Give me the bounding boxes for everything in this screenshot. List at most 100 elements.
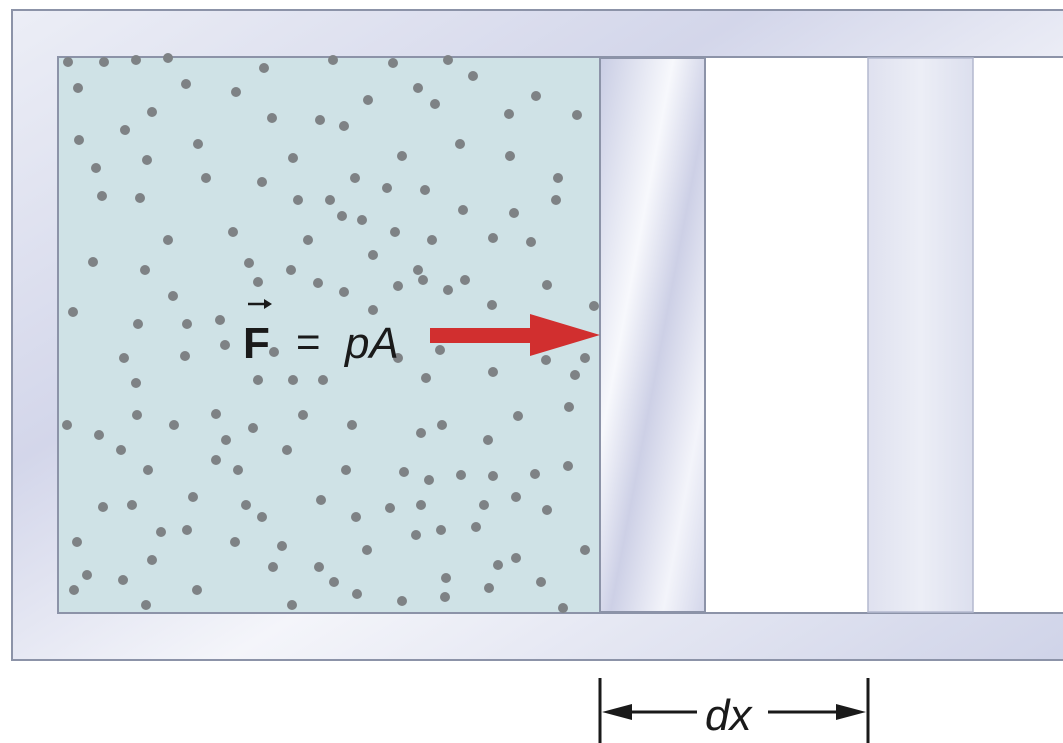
gas-molecule <box>580 545 590 555</box>
gas-molecule <box>314 562 324 572</box>
gas-molecule <box>531 91 541 101</box>
gas-molecule <box>133 319 143 329</box>
gas-molecule <box>131 378 141 388</box>
gas-molecule <box>511 553 521 563</box>
gas-molecule <box>215 315 225 325</box>
gas-molecule <box>511 492 521 502</box>
gas-molecule <box>388 58 398 68</box>
gas-molecule <box>120 125 130 135</box>
gas-molecule <box>180 351 190 361</box>
gas-molecule <box>193 139 203 149</box>
gas-molecule <box>318 375 328 385</box>
gas-molecule <box>509 208 519 218</box>
gas-molecule <box>132 410 142 420</box>
gas-molecule <box>259 63 269 73</box>
gas-molecule <box>88 257 98 267</box>
gas-molecule <box>163 53 173 63</box>
gas-molecule <box>119 353 129 363</box>
gas-molecule <box>303 235 313 245</box>
gas-molecule <box>488 367 498 377</box>
gas-molecule <box>479 500 489 510</box>
gas-molecule <box>69 585 79 595</box>
gas-molecule <box>98 502 108 512</box>
gas-molecule <box>267 113 277 123</box>
gas-molecule <box>141 600 151 610</box>
gas-molecule <box>436 525 446 535</box>
right-arrowhead-icon <box>836 704 866 720</box>
gas-molecule <box>72 537 82 547</box>
left-arrowhead-icon <box>602 704 632 720</box>
gas-molecule <box>368 250 378 260</box>
gas-molecule <box>339 121 349 131</box>
gas-molecule <box>393 281 403 291</box>
gas-molecule <box>424 475 434 485</box>
gas-molecule <box>553 173 563 183</box>
gas-molecule <box>140 265 150 275</box>
gas-molecule <box>456 470 466 480</box>
gas-molecule <box>211 455 221 465</box>
gas-molecule <box>286 265 296 275</box>
gas-molecule <box>430 99 440 109</box>
gas-molecule <box>192 585 202 595</box>
gas-molecule <box>287 600 297 610</box>
gas-molecule <box>244 258 254 268</box>
gas-molecule <box>347 420 357 430</box>
gas-molecule <box>484 583 494 593</box>
gas-molecule <box>74 135 84 145</box>
gas-molecule <box>168 291 178 301</box>
gas-molecule <box>188 492 198 502</box>
gas-molecule <box>542 280 552 290</box>
gas-molecule <box>253 375 263 385</box>
gas-molecule <box>116 445 126 455</box>
gas-molecule <box>147 107 157 117</box>
gas-molecule <box>460 275 470 285</box>
gas-molecule <box>418 275 428 285</box>
gas-molecule <box>142 155 152 165</box>
gas-molecule <box>397 151 407 161</box>
gas-molecule <box>328 55 338 65</box>
force-rhs: pA <box>343 319 399 368</box>
displacement-dimension: dx <box>598 678 870 743</box>
gas-molecule <box>341 465 351 475</box>
gas-molecule <box>564 402 574 412</box>
gas-molecule <box>580 353 590 363</box>
gas-molecule <box>313 278 323 288</box>
gas-molecule <box>505 151 515 161</box>
force-arrow <box>430 314 600 356</box>
gas-molecule <box>293 195 303 205</box>
gas-molecule <box>437 420 447 430</box>
gas-molecule <box>390 227 400 237</box>
gas-molecule <box>382 183 392 193</box>
force-label: F = pA <box>243 299 399 368</box>
gas-molecule <box>315 115 325 125</box>
gas-molecule <box>257 512 267 522</box>
gas-molecule <box>413 265 423 275</box>
gas-molecule <box>589 301 599 311</box>
piston <box>599 57 706 613</box>
gas-molecule <box>352 589 362 599</box>
gas-molecule <box>68 307 78 317</box>
gas-molecule <box>63 57 73 67</box>
gas-molecule <box>135 193 145 203</box>
gas-molecule <box>94 430 104 440</box>
gas-molecule <box>118 575 128 585</box>
gas-molecule <box>230 537 240 547</box>
gas-molecule <box>248 423 258 433</box>
gas-molecule <box>182 319 192 329</box>
gas-molecule <box>282 445 292 455</box>
vector-arrow-icon <box>248 299 272 309</box>
gas-molecule <box>316 495 326 505</box>
piston-displaced <box>867 57 974 613</box>
gas-molecule <box>221 435 231 445</box>
gas-molecule <box>288 153 298 163</box>
gas-molecule <box>182 525 192 535</box>
gas-molecule <box>488 471 498 481</box>
gas-molecule <box>220 340 230 350</box>
gas-molecule <box>82 570 92 580</box>
gas-molecule <box>397 596 407 606</box>
gas-molecule <box>201 173 211 183</box>
gas-molecule <box>357 215 367 225</box>
gas-molecule <box>143 465 153 475</box>
gas-molecule <box>542 505 552 515</box>
